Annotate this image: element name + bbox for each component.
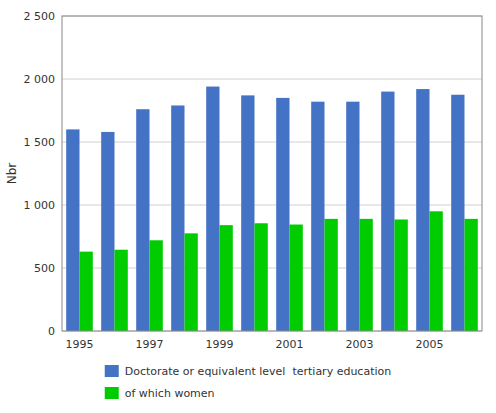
bar xyxy=(290,225,303,331)
chart-container: 0 500 1 000 1 500 2 000 2 500 Nbr 1995 1997 1999 2… xyxy=(0,0,496,413)
bar xyxy=(346,102,359,331)
x-tick-label: 2001 xyxy=(276,338,304,351)
bar xyxy=(395,219,408,331)
bar xyxy=(150,240,163,331)
bar xyxy=(80,252,93,331)
y-axis: 0 500 1 000 1 500 2 000 2 500 xyxy=(24,10,483,338)
bar xyxy=(136,109,149,331)
bar xyxy=(101,132,114,331)
chart: 0 500 1 000 1 500 2 000 2 500 Nbr 1995 1997 1999 2… xyxy=(0,0,496,413)
bar xyxy=(430,211,443,331)
y-tick-label: 2 500 xyxy=(24,10,56,23)
y-tick-label: 1 000 xyxy=(24,199,56,212)
x-tick-label: 1999 xyxy=(206,338,234,351)
bar xyxy=(381,92,394,331)
bars xyxy=(66,87,478,331)
y-tick-label: 1 500 xyxy=(24,136,56,149)
bar xyxy=(325,219,338,331)
legend: Doctorate or equivalent level tertiary e… xyxy=(105,365,392,400)
x-tick-label: 1995 xyxy=(66,338,94,351)
grid-line xyxy=(62,79,482,80)
x-axis: 1995 1997 1999 2001 2003 2005 xyxy=(66,338,444,351)
bar xyxy=(241,95,254,331)
bar xyxy=(220,225,233,331)
bar xyxy=(206,87,219,331)
plot-frame xyxy=(62,16,482,331)
y-tick-label: 2 000 xyxy=(24,73,56,86)
bar xyxy=(185,233,198,331)
legend-label: Doctorate or equivalent level tertiary e… xyxy=(125,365,392,378)
legend-label: of which women xyxy=(125,387,215,400)
bar xyxy=(171,105,184,331)
legend-item: of which women xyxy=(105,387,215,400)
bar xyxy=(255,223,268,331)
bar xyxy=(360,219,373,331)
x-tick-label: 1997 xyxy=(136,338,164,351)
y-tick-label: 0 xyxy=(48,325,55,338)
y-tick-label: 500 xyxy=(34,262,55,275)
bar xyxy=(451,95,464,331)
bar xyxy=(276,98,289,331)
bar xyxy=(416,89,429,331)
legend-swatch xyxy=(105,365,119,377)
x-tick-label: 2003 xyxy=(346,338,374,351)
legend-item: Doctorate or equivalent level tertiary e… xyxy=(105,365,392,378)
bar xyxy=(311,102,324,331)
legend-swatch xyxy=(105,387,119,399)
bar xyxy=(66,129,79,331)
x-tick-label: 2005 xyxy=(416,338,444,351)
bar xyxy=(465,219,478,331)
bar xyxy=(115,250,128,331)
y-axis-label: Nbr xyxy=(5,163,19,185)
